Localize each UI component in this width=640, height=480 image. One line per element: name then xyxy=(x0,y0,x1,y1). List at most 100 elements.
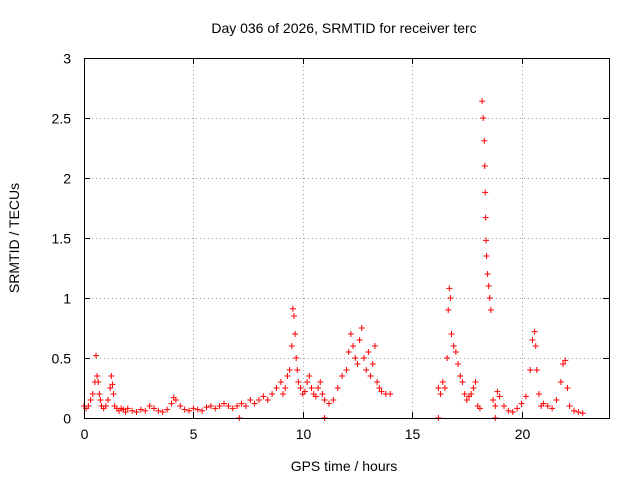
data-point xyxy=(339,373,346,379)
data-point xyxy=(486,295,493,301)
data-point xyxy=(164,406,171,413)
data-point xyxy=(494,388,501,395)
x-axis-title: GPS time / hours xyxy=(291,458,398,474)
data-point xyxy=(579,410,586,417)
data-point xyxy=(527,367,534,373)
data-point xyxy=(216,403,223,409)
data-point xyxy=(273,385,280,391)
data-point xyxy=(549,405,556,412)
data-point xyxy=(97,397,104,403)
data-point xyxy=(482,214,489,221)
data-point xyxy=(256,397,262,403)
data-point xyxy=(142,407,149,414)
data-point xyxy=(345,349,352,355)
data-point xyxy=(280,391,287,397)
data-point xyxy=(562,357,569,364)
data-point xyxy=(452,349,459,355)
data-point xyxy=(481,163,488,169)
data-point xyxy=(137,406,144,413)
axis-ticks: 0 5 10 15 20 0 0.5 1 1.5 2 2.5 3 xyxy=(52,51,609,442)
data-point xyxy=(94,373,101,379)
data-point xyxy=(560,361,567,367)
data-point xyxy=(350,343,357,349)
data-point xyxy=(374,379,381,385)
data-point xyxy=(492,403,499,409)
data-point xyxy=(207,403,214,409)
data-point xyxy=(102,403,109,409)
data-point xyxy=(221,400,227,407)
data-point xyxy=(109,381,116,388)
data-point xyxy=(484,271,491,277)
data-point xyxy=(544,403,551,409)
data-point xyxy=(533,367,540,373)
data-point xyxy=(532,343,539,349)
y-tick-label: 0 xyxy=(63,411,71,427)
data-point xyxy=(505,407,512,414)
data-point xyxy=(363,367,370,373)
data-point xyxy=(225,403,232,409)
data-point xyxy=(369,361,376,367)
data-point xyxy=(291,313,297,319)
data-point xyxy=(297,385,304,391)
data-point xyxy=(514,405,521,412)
data-point xyxy=(472,379,479,385)
data-point xyxy=(238,400,245,407)
y-tick-label: 0.5 xyxy=(52,351,72,367)
data-point xyxy=(194,406,201,413)
data-point xyxy=(496,393,503,400)
data-point xyxy=(93,352,100,359)
data-point xyxy=(468,391,475,397)
x-tick-label: 20 xyxy=(515,426,531,442)
data-point xyxy=(455,361,462,367)
data-point xyxy=(448,331,455,337)
data-point xyxy=(199,407,206,414)
data-point xyxy=(509,409,516,415)
data-point xyxy=(376,385,383,391)
data-point xyxy=(133,409,140,415)
data-point xyxy=(146,403,153,409)
data-point xyxy=(387,391,394,397)
y-tick-label: 2 xyxy=(63,171,71,187)
data-point xyxy=(358,325,365,331)
data-point xyxy=(501,403,507,409)
data-point xyxy=(319,391,326,397)
data-point xyxy=(457,373,464,379)
y-tick-label: 3 xyxy=(63,51,71,67)
data-point xyxy=(129,407,136,414)
data-point xyxy=(110,391,117,397)
data-point xyxy=(288,343,295,349)
data-point xyxy=(107,385,114,391)
data-point xyxy=(479,98,486,105)
data-point xyxy=(564,385,571,391)
x-tick-label: 0 xyxy=(81,426,89,442)
data-point xyxy=(439,379,446,385)
data-point xyxy=(312,393,319,400)
data-point xyxy=(518,400,525,407)
data-point xyxy=(124,405,131,412)
data-point xyxy=(286,367,293,373)
data-point xyxy=(181,406,188,413)
y-tick-label: 1.5 xyxy=(52,231,72,247)
data-point xyxy=(365,349,372,355)
data-point xyxy=(293,355,300,361)
data-point xyxy=(284,373,291,379)
data-point xyxy=(334,385,341,391)
data-point xyxy=(444,355,451,361)
data-point xyxy=(483,237,490,244)
data-point xyxy=(437,391,444,397)
data-point xyxy=(536,391,542,397)
data-point xyxy=(87,397,94,403)
data-point xyxy=(229,405,236,412)
data-point xyxy=(177,403,184,409)
data-point xyxy=(540,400,547,407)
data-point xyxy=(326,400,332,407)
data-point xyxy=(155,407,162,414)
data-point xyxy=(459,379,466,385)
data-point xyxy=(289,305,296,312)
data-point xyxy=(295,379,302,385)
data-point xyxy=(159,409,166,415)
data-point xyxy=(321,397,328,403)
data-point xyxy=(529,337,536,343)
data-point xyxy=(352,355,359,361)
